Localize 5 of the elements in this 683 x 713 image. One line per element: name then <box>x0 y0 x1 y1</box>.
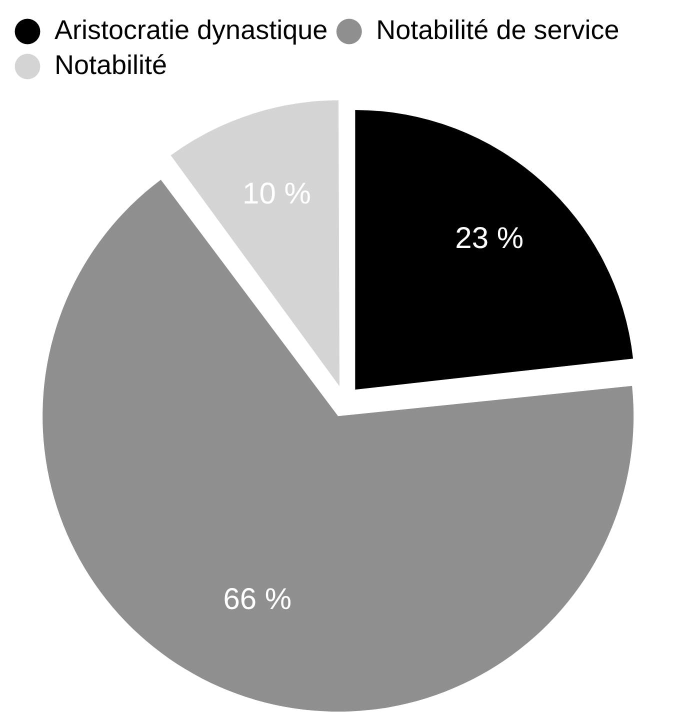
legend-label: Notabilité <box>54 50 168 80</box>
data-label: 23 % <box>455 222 524 255</box>
data-label: 66 % <box>223 582 292 616</box>
legend-label: Notabilité de service <box>376 14 620 45</box>
legend-label: Aristocratie dynastique <box>54 14 328 45</box>
